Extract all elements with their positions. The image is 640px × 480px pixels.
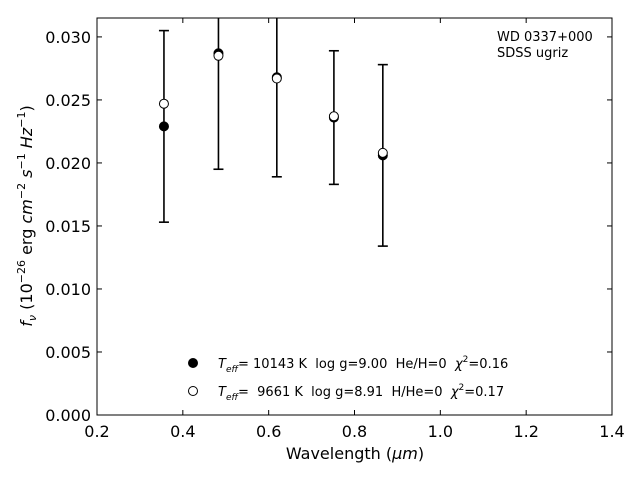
- error-bars: [158, 18, 388, 247]
- y-tick-label: 0.025: [45, 91, 91, 110]
- y-tick-label: 0.030: [45, 28, 91, 47]
- model-point-open: [271, 73, 282, 84]
- plot-frame: [96, 17, 613, 416]
- model-point-open: [377, 147, 388, 158]
- object-annotation: WD 0337+000: [497, 30, 593, 45]
- x-tick-label: 0.4: [170, 422, 195, 441]
- x-tick-label: 1.4: [599, 422, 624, 441]
- y-tick-label: 0.015: [45, 217, 91, 236]
- legend: Teff= 10143 K log g=9.00 He/H=0 χ2=0.16 …: [188, 355, 508, 403]
- y-axis-label: fν (10−26 erg cm−2 s−1 Hz−1): [15, 105, 39, 326]
- model-point-filled: [158, 121, 169, 132]
- legend-entry-2: Teff= 9661 K log g=8.91 H/He=0 χ2=0.17: [218, 383, 504, 403]
- y-tick-label: 0.000: [45, 406, 91, 425]
- survey-annotation: SDSS ugriz: [497, 46, 568, 61]
- legend-marker-filled: [188, 358, 198, 368]
- model-point-open: [328, 111, 339, 122]
- x-tick-label: 0.8: [342, 422, 367, 441]
- model-point-open: [213, 50, 224, 61]
- y-ticks: 0.000 0.005 0.010 0.015 0.020 0.025 0.030: [45, 28, 612, 425]
- x-axis-label: Wavelength (μm): [286, 444, 424, 463]
- legend-marker-open: [188, 386, 198, 396]
- y-tick-label: 0.020: [45, 154, 91, 173]
- x-tick-label: 1.2: [513, 422, 538, 441]
- data-markers: [158, 48, 388, 161]
- x-ticks: 0.2 0.4 0.6 0.8 1.0 1.2 1.4: [84, 18, 625, 441]
- x-tick-label: 0.2: [84, 422, 109, 441]
- model-point-open: [158, 98, 169, 109]
- y-tick-label: 0.010: [45, 280, 91, 299]
- x-tick-label: 1.0: [428, 422, 453, 441]
- legend-entry-1: Teff= 10143 K log g=9.00 He/H=0 χ2=0.16: [218, 355, 508, 375]
- x-tick-label: 0.6: [256, 422, 281, 441]
- y-tick-label: 0.005: [45, 343, 91, 362]
